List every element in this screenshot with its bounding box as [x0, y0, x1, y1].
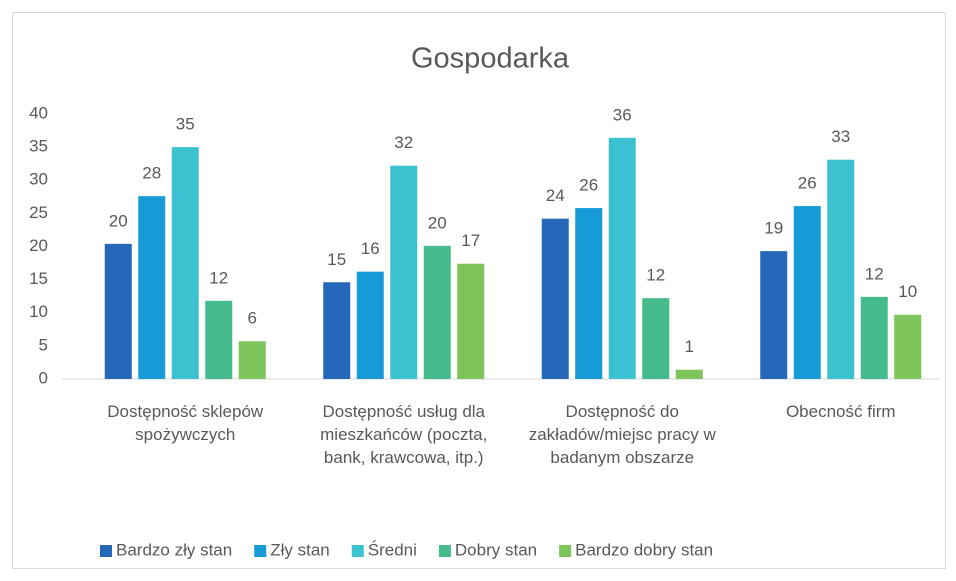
y-tick-label: 0: [39, 368, 48, 387]
legend-label: Bardzo dobry stan: [575, 540, 713, 559]
bar: [205, 300, 233, 379]
data-label: 20: [428, 213, 447, 232]
y-tick-label: 15: [29, 269, 48, 288]
data-label: 19: [764, 219, 783, 238]
data-label: 32: [394, 133, 413, 152]
legend-swatch: [254, 545, 267, 557]
x-tick-label: Dostępność do zakładów/miejsc pracy w ba…: [528, 402, 716, 467]
data-label: 26: [798, 174, 817, 193]
legend-swatch: [438, 545, 451, 557]
data-label: 16: [361, 239, 380, 258]
bar: [894, 314, 922, 379]
bar: [675, 369, 703, 379]
legend-swatch: [559, 545, 572, 557]
bar: [642, 298, 670, 379]
data-label: 33: [831, 127, 850, 146]
y-tick-label: 25: [29, 203, 48, 222]
bar: [138, 196, 166, 379]
bar: [423, 245, 451, 379]
x-tick-label: Dostępność usług dla mieszkańców (poczta…: [320, 402, 488, 467]
data-label: 24: [546, 186, 565, 205]
bar: [171, 147, 199, 379]
data-label: 1: [685, 337, 694, 356]
data-label: 12: [209, 268, 228, 287]
data-label: 10: [898, 282, 917, 301]
y-tick-label: 10: [29, 302, 48, 321]
data-label: 17: [461, 231, 480, 250]
legend-swatch: [100, 545, 112, 557]
bar: [323, 282, 351, 379]
data-label: 20: [109, 211, 128, 230]
data-label: 12: [646, 266, 665, 285]
data-label: 26: [579, 176, 598, 195]
x-tick-label: Dostępność sklepów spożywczych: [107, 402, 264, 444]
y-tick-label: 35: [29, 137, 48, 156]
data-label: 36: [613, 105, 632, 124]
y-tick-label: 30: [29, 170, 48, 189]
data-label: 12: [865, 264, 884, 283]
legend-label: Bardzo zły stan: [116, 540, 232, 559]
bar: [104, 243, 132, 379]
legend-swatch: [351, 545, 364, 557]
bar: [356, 271, 384, 379]
legend-label: Dobry stan: [455, 540, 537, 559]
y-tick-label: 5: [39, 335, 48, 354]
data-label: 15: [327, 250, 346, 269]
legend-label: Zły stan: [270, 540, 330, 559]
x-tick-label: Obecność firm: [785, 402, 896, 421]
data-label: 6: [248, 309, 257, 328]
bar: [760, 251, 788, 379]
bar: [575, 208, 603, 379]
bar: [827, 159, 855, 379]
y-tick-label: 20: [29, 236, 48, 255]
bar: [860, 296, 888, 379]
bar: [608, 137, 636, 379]
bar: [238, 341, 266, 379]
bar: [457, 263, 485, 379]
bar: [793, 206, 821, 379]
chart-title: Gospodarka: [411, 43, 570, 75]
data-label: 28: [142, 164, 161, 183]
legend-label: Średni: [368, 540, 417, 559]
bar: [390, 165, 418, 379]
data-label: 35: [176, 115, 195, 134]
bar: [541, 218, 569, 379]
y-tick-label: 40: [29, 103, 48, 122]
